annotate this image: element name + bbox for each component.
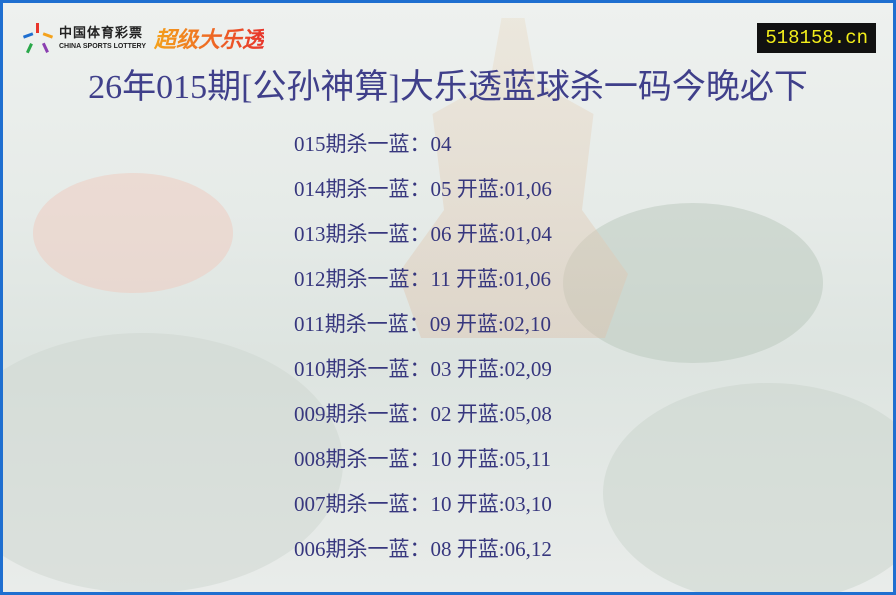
list-item: 009期杀一蓝：02 开蓝:05,08 bbox=[294, 402, 552, 426]
lotus-decoration bbox=[33, 173, 233, 293]
logo-cn-text: 中国体育彩票 bbox=[59, 25, 144, 41]
list-item: 014期杀一蓝：05 开蓝:01,06 bbox=[294, 177, 552, 201]
leaf-decoration bbox=[563, 203, 823, 363]
site-badge[interactable]: 518158.cn bbox=[757, 23, 876, 53]
lottery-star-icon bbox=[22, 23, 54, 54]
list-item: 015期杀一蓝：04 bbox=[294, 132, 452, 156]
super-lotto-brand: 超级大乐透 bbox=[154, 22, 264, 54]
china-sports-lottery-logo: 中国体育彩票 CHINA SPORTS LOTTERY 超级大乐透 bbox=[21, 21, 264, 55]
list-item: 013期杀一蓝：06 开蓝:01,04 bbox=[294, 222, 552, 246]
list-item: 012期杀一蓝：11 开蓝:01,06 bbox=[294, 267, 552, 291]
list-item: 007期杀一蓝：10 开蓝:03,10 bbox=[294, 492, 552, 516]
list-item: 008期杀一蓝：10 开蓝:05,11 bbox=[294, 447, 552, 471]
logo-en-text: CHINA SPORTS LOTTERY bbox=[59, 42, 146, 50]
list-item: 011期杀一蓝：09 开蓝:02,10 bbox=[294, 312, 552, 336]
list-item: 006期杀一蓝：08 开蓝:06,12 bbox=[294, 537, 552, 561]
wave-decoration bbox=[603, 383, 893, 592]
page-title: 26年015期[公孙神算]大乐透蓝球杀一码今晚必下 bbox=[88, 69, 808, 106]
kill-blue-list: 015期杀一蓝：04 014期杀一蓝：05 开蓝:01,06 013期杀一蓝：0… bbox=[294, 131, 552, 581]
list-item: 010期杀一蓝：03 开蓝:02,09 bbox=[294, 357, 552, 381]
wave-decoration bbox=[3, 333, 343, 592]
